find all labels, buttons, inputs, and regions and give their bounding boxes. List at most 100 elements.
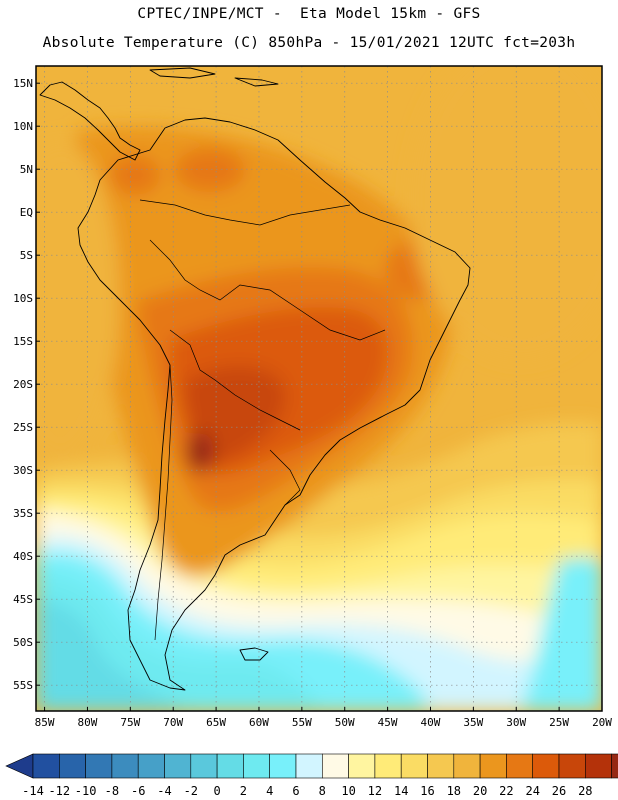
lat-tick-label: 40S <box>13 550 33 563</box>
lat-tick-label: 55S <box>13 679 33 692</box>
lon-tick-label: 25W <box>549 716 569 729</box>
lon-tick-label: 80W <box>78 716 98 729</box>
latitude-labels: 15N 10N 5N EQ 5S 10S 15S 20S 25S 30S 35S 40S 45S 50S 5… <box>13 77 40 692</box>
colorbar-label: 18 <box>447 784 461 798</box>
colorbar-label: 24 <box>525 784 539 798</box>
chart-title-line2: Absolute Temperature (C) 850hPa - 15/01/… <box>42 35 576 51</box>
lat-tick-label: 5N <box>20 163 33 176</box>
border-north <box>139 199 351 226</box>
colorbar-label: 10 <box>341 784 355 798</box>
field-band-26-28 <box>184 365 286 461</box>
colorbar-box <box>611 753 618 779</box>
field-band-28-plus <box>186 432 214 472</box>
colorbar-box <box>85 753 113 779</box>
lon-tick-label: 45W <box>378 716 398 729</box>
colorbar-label: 8 <box>319 784 326 798</box>
lat-tick-label: 25S <box>13 421 33 434</box>
colorbar-label: -2 <box>184 784 198 798</box>
colorbar-box <box>321 753 349 779</box>
colorbar-label: -14 <box>22 784 44 798</box>
colorbar-label: 16 <box>420 784 434 798</box>
colorbar-label: 4 <box>266 784 273 798</box>
colorbar-box <box>243 753 270 779</box>
colorbar-box <box>111 753 139 779</box>
caribbean-island-1 <box>149 67 216 79</box>
colorbar-label: 22 <box>499 784 513 798</box>
coastlines <box>39 67 471 691</box>
central-america-coastline <box>39 81 141 161</box>
colorbar-box <box>506 753 533 779</box>
colorbar-box <box>137 753 165 779</box>
longitude-labels: 85W 80W 75W 70W 65W 60W 55W 50W 45W 40W 35W 30W 25W 2… <box>35 707 612 729</box>
colorbar-box <box>32 753 60 779</box>
colorbar-box <box>295 753 323 779</box>
colorbar-label: 0 <box>213 784 220 798</box>
colorbar-box <box>400 753 428 779</box>
colorbar-label: 26 <box>552 784 566 798</box>
lat-tick-label: 30S <box>13 464 33 477</box>
lat-tick-label: EQ <box>20 206 33 219</box>
chart-title-line1: CPTEC/INPE/MCT - Eta Model 15km - GFS <box>137 6 481 22</box>
colorbar-box <box>427 753 455 779</box>
lon-tick-label: 65W <box>206 716 226 729</box>
lat-tick-label: 15N <box>13 77 33 90</box>
colorbar-label: -8 <box>105 784 119 798</box>
border-uruguay <box>269 449 301 506</box>
colorbar-box <box>164 753 192 779</box>
lon-tick-label: 40W <box>421 716 441 729</box>
colorbar-box <box>348 753 376 779</box>
temperature-field <box>36 66 602 711</box>
colorbar-box <box>190 753 218 779</box>
colorbar-label: 2 <box>240 784 247 798</box>
colorbar-label: 6 <box>292 784 299 798</box>
lon-tick-label: 60W <box>249 716 269 729</box>
country-borders <box>139 199 386 641</box>
field-band-4-6-southeast <box>520 557 602 711</box>
field-atlantic-north <box>410 66 602 360</box>
colorbar-box <box>58 753 86 779</box>
lon-tick-label: 35W <box>463 716 483 729</box>
field-band-0-2 <box>36 600 190 711</box>
border-chile-argentina <box>154 364 173 641</box>
border-andes <box>149 239 386 341</box>
falkland-islands <box>239 647 269 661</box>
lon-tick-label: 85W <box>35 716 55 729</box>
colorbar-labels: -14 -12 -10 -8 -6 -4 -2 0 2 4 6 8 10 12 14 16 18 20 22 24 26… <box>22 784 592 798</box>
colorbar-label: 14 <box>394 784 408 798</box>
field-north-patch-2 <box>175 148 245 192</box>
colorbar: -14 -12 -10 -8 -6 -4 -2 0 2 4 6 8 10 12 14 16 18 20 22 24 26… <box>5 753 618 798</box>
border-central <box>169 329 301 431</box>
lon-tick-label: 75W <box>120 716 140 729</box>
field-pacific-west <box>36 140 120 460</box>
map-figure: 15N 10N 5N EQ 5S 10S 15S 20S 25S 30S 35S 40S 45S 50S 5… <box>13 65 612 729</box>
colorbar-arrow-left <box>5 753 34 779</box>
map-frame <box>35 65 603 712</box>
colorbar-box <box>584 753 612 779</box>
colorbar-label: 20 <box>473 784 487 798</box>
colorbar-box <box>269 753 297 779</box>
lon-tick-label: 30W <box>506 716 526 729</box>
colorbar-box <box>374 753 402 779</box>
colorbar-label: 12 <box>368 784 382 798</box>
colorbar-label: -12 <box>48 784 70 798</box>
colorbar-box <box>558 753 586 779</box>
colorbar-box <box>216 753 244 779</box>
colorbar-label: -10 <box>75 784 97 798</box>
lon-tick-label: 50W <box>335 716 355 729</box>
lat-tick-label: 5S <box>20 249 33 262</box>
colorbar-label: -4 <box>157 784 171 798</box>
caribbean-island-2 <box>234 77 279 87</box>
colorbar-boxes <box>5 753 618 779</box>
colorbar-box <box>453 753 481 779</box>
lon-tick-label: 70W <box>163 716 183 729</box>
lat-tick-label: 50S <box>13 636 33 649</box>
lon-tick-label: 20W <box>592 716 612 729</box>
south-america-coastline <box>77 117 471 691</box>
colorbar-box <box>479 753 507 779</box>
lat-tick-label: 10S <box>13 292 33 305</box>
lat-tick-label: 20S <box>13 378 33 391</box>
field-north-patch-1 <box>110 155 160 195</box>
colorbar-label: -6 <box>131 784 145 798</box>
lat-tick-label: 15S <box>13 335 33 348</box>
lat-tick-label: 35S <box>13 507 33 520</box>
